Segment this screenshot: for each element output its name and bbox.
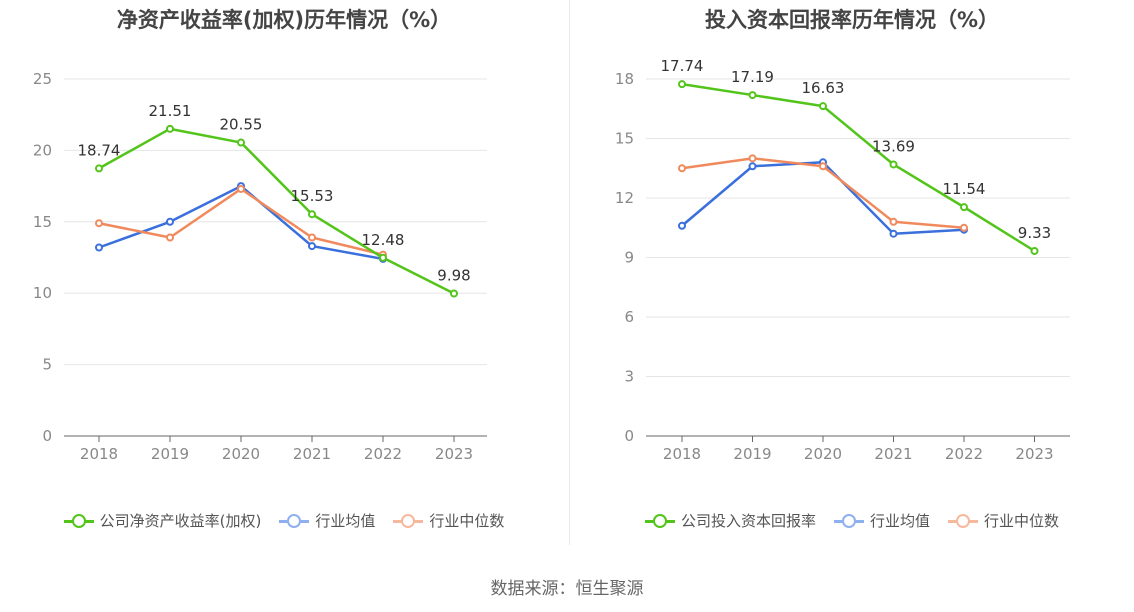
data-point-industry_median bbox=[678, 164, 686, 173]
data-label: 17.74 bbox=[661, 57, 704, 75]
data-label: 16.63 bbox=[802, 79, 845, 97]
data-label: 11.54 bbox=[943, 180, 986, 198]
legend-item-industry-avg[interactable]: 行业均值 bbox=[833, 510, 930, 531]
data-point-company bbox=[748, 91, 757, 100]
roe-chart-title: 净资产收益率(加权)历年情况（%） bbox=[116, 8, 452, 32]
x-tick-label: 2022 bbox=[364, 445, 402, 463]
data-source-label: 数据来源：恒生聚源 bbox=[490, 579, 644, 599]
series-line-company bbox=[681, 82, 1036, 253]
legend-marker-industry-median bbox=[393, 513, 424, 529]
x-tick-label: 2020 bbox=[804, 445, 842, 463]
y-tick-label: 25 bbox=[33, 70, 52, 88]
x-tick-label: 2020 bbox=[222, 445, 260, 463]
legend-marker-industry-median bbox=[948, 513, 978, 529]
data-label: 9.33 bbox=[1018, 224, 1051, 242]
panel-divider bbox=[569, 0, 570, 545]
y-tick-label: 6 bbox=[624, 308, 634, 326]
data-point-industry_median bbox=[166, 233, 174, 242]
data-point-company bbox=[678, 80, 686, 89]
legend-item-company-roe[interactable]: 公司净资产收益率(加权) bbox=[63, 510, 262, 531]
x-tick-label: 2022 bbox=[945, 445, 983, 463]
data-point-company bbox=[1030, 246, 1039, 255]
data-point-company bbox=[166, 124, 174, 133]
data-point-company bbox=[308, 210, 316, 219]
legend-label-company-roic: 公司投入资本回报率 bbox=[680, 512, 816, 530]
y-tick-label: 0 bbox=[42, 427, 52, 445]
data-point-industry_avg bbox=[166, 217, 174, 226]
y-tick-label: 20 bbox=[33, 141, 52, 159]
legend-marker-industry-avg bbox=[279, 513, 310, 529]
roic-chart-title: 投入资本回报率历年情况（%） bbox=[704, 8, 1000, 32]
data-point-company bbox=[889, 160, 898, 169]
y-tick-label: 9 bbox=[624, 249, 634, 267]
data-label: 9.98 bbox=[437, 266, 470, 284]
legend-item-company-roic[interactable]: 公司投入资本回报率 bbox=[644, 510, 816, 531]
legend-item-industry-avg[interactable]: 行业均值 bbox=[279, 510, 375, 531]
data-point-company bbox=[237, 138, 245, 147]
legend-marker-company bbox=[644, 513, 675, 529]
roic-chart-panel: 投入资本回报率历年情况（%） 0 3 6 9 12 15 18 2018 2019 2020 202… bbox=[570, 0, 1134, 545]
data-label: 20.55 bbox=[220, 116, 263, 134]
data-point-industry_avg bbox=[95, 243, 103, 252]
y-tick-label: 12 bbox=[615, 189, 634, 207]
x-tick-label: 2018 bbox=[663, 445, 701, 463]
legend-item-industry-median[interactable]: 行业中位数 bbox=[393, 510, 504, 531]
data-label: 15.53 bbox=[291, 187, 334, 205]
series-line-industry_avg bbox=[98, 184, 384, 261]
roic-chart-legend: 公司投入资本回报率 行业均值 行业中位数 bbox=[570, 510, 1134, 531]
data-point-company bbox=[819, 102, 827, 111]
data-point-company bbox=[960, 203, 968, 212]
data-point-industry_avg bbox=[889, 229, 898, 238]
y-tick-label: 18 bbox=[615, 70, 634, 88]
data-label: 12.48 bbox=[362, 231, 405, 249]
data-point-industry_median bbox=[308, 233, 316, 242]
legend-label-company-roe: 公司净资产收益率(加权) bbox=[99, 512, 262, 530]
x-tick-label: 2023 bbox=[435, 445, 473, 463]
x-tick-label: 2019 bbox=[151, 445, 189, 463]
legend-marker-industry-avg bbox=[833, 513, 864, 529]
data-point-industry_median bbox=[95, 219, 103, 228]
data-point-company bbox=[379, 253, 387, 262]
data-point-industry_avg bbox=[308, 242, 316, 251]
roic-chart-svg: 0 3 6 9 12 15 18 2018 2019 2020 2021 2022 2023 17.74 1… bbox=[615, 57, 1070, 463]
data-label: 17.19 bbox=[731, 68, 774, 86]
data-point-industry_median bbox=[889, 217, 898, 226]
x-tick-label: 2023 bbox=[1015, 445, 1053, 463]
data-point-industry_median bbox=[237, 184, 245, 193]
x-tick-label: 2019 bbox=[733, 445, 771, 463]
legend-label-industry-median: 行业中位数 bbox=[429, 512, 505, 530]
y-tick-label: 5 bbox=[42, 356, 52, 374]
data-point-industry_avg bbox=[678, 221, 686, 230]
x-tick-label: 2018 bbox=[80, 445, 118, 463]
x-tick-label: 2021 bbox=[293, 445, 331, 463]
y-tick-label: 10 bbox=[33, 284, 52, 302]
data-point-industry_median bbox=[819, 162, 827, 171]
data-label: 18.74 bbox=[78, 141, 121, 159]
x-tick-label: 2021 bbox=[874, 445, 912, 463]
series-line-company bbox=[98, 127, 455, 295]
roe-chart-panel: 净资产收益率(加权)历年情况（%） 0 5 10 15 20 25 2018 2019 2020… bbox=[0, 0, 568, 545]
y-tick-label: 15 bbox=[33, 213, 52, 231]
data-point-industry_median bbox=[960, 223, 968, 232]
y-tick-label: 15 bbox=[615, 130, 634, 148]
legend-label-industry-avg: 行业均值 bbox=[869, 512, 930, 530]
roe-chart-svg: 0 5 10 15 20 25 2018 2019 2020 2021 2022 2023 18.74 2… bbox=[33, 70, 487, 463]
data-point-company bbox=[95, 164, 103, 173]
data-point-industry_avg bbox=[748, 162, 757, 171]
data-point-company bbox=[450, 289, 458, 298]
legend-item-industry-median[interactable]: 行业中位数 bbox=[948, 510, 1059, 531]
legend-marker-company bbox=[63, 513, 94, 529]
roe-chart-legend: 公司净资产收益率(加权) 行业均值 行业中位数 bbox=[0, 510, 568, 531]
data-label: 21.51 bbox=[149, 102, 192, 120]
legend-label-industry-median: 行业中位数 bbox=[984, 512, 1060, 530]
y-tick-label: 3 bbox=[624, 368, 634, 386]
legend-label-industry-avg: 行业均值 bbox=[315, 512, 376, 530]
data-point-industry_median bbox=[748, 154, 757, 163]
data-label: 13.69 bbox=[872, 137, 915, 155]
y-tick-label: 0 bbox=[624, 427, 634, 445]
